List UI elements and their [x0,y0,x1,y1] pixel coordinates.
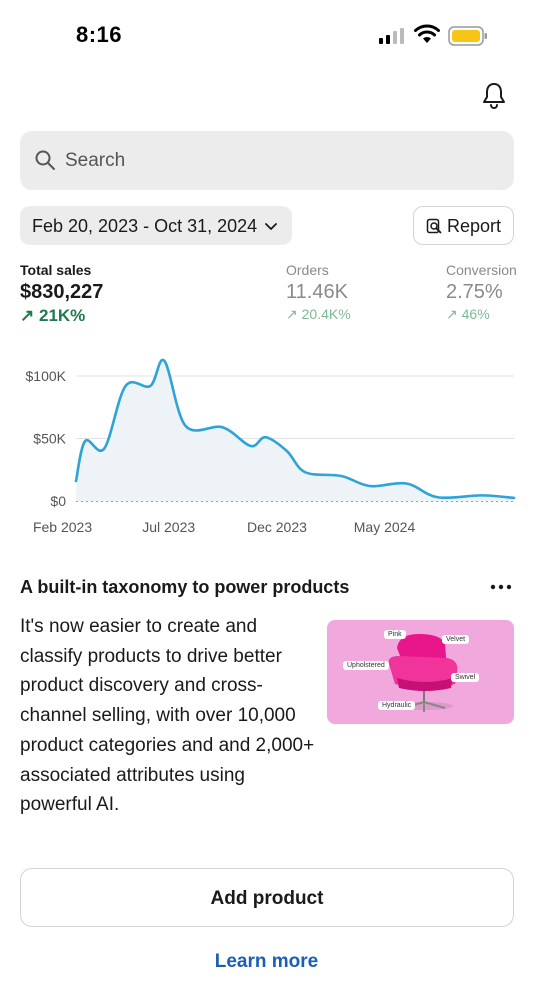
x-tick-label: Feb 2023 [33,519,92,535]
search-icon [35,150,55,170]
tag-hydraulic: Hydraulic [378,701,416,710]
metric-value: $830,227 [20,281,104,303]
tag-upholstered: Upholstered [343,661,389,670]
metric-value: 2.75% [446,281,503,303]
arrow-up-right-icon: ↗ [20,306,35,325]
metric-orders[interactable]: Orders 11.46K ↗ 20.4K% [286,262,351,323]
y-tick-label: $50K [33,431,66,447]
report-search-icon [426,218,442,234]
metric-conversion[interactable]: Conversion 2.75% ↗ 46% [446,262,517,323]
bell-icon[interactable] [480,80,508,110]
x-tick-label: Dec 2023 [247,519,307,535]
card-title: A built-in taxonomy to power products [20,577,350,597]
date-range-label: Feb 20, 2023 - Oct 31, 2024 [32,216,258,236]
promo-image: Pink Velvet Upholstered Swivel Hydraulic [327,620,514,724]
chair-illustration [388,634,458,712]
status-bar: 8:16 [0,0,533,70]
tag-velvet: Velvet [442,635,470,644]
search-placeholder: Search [65,150,126,171]
tag-pink: Pink [384,630,406,639]
wifi-icon [414,24,440,43]
metric-change: ↗ 20.4K% [286,306,351,322]
y-tick-label: $100K [26,368,67,384]
x-tick-label: May 2024 [354,519,416,535]
report-label: Report [447,216,502,236]
x-tick-label: Jul 2023 [142,519,195,535]
card-body: It's now easier to create and classify p… [20,616,315,816]
y-tick-label: $0 [50,493,66,509]
date-range-picker[interactable]: Feb 20, 2023 - Oct 31, 2024 [20,206,292,245]
arrow-up-right-icon: ↗ [446,306,458,322]
battery-icon [448,26,487,46]
metric-change: ↗ 21K% [20,306,86,325]
metric-total-sales[interactable]: Total sales $830,227 ↗ 21K% [20,262,103,326]
metric-label: Orders [286,262,329,278]
sales-line-chart[interactable]: $100K $50K $0 Feb 2023 Jul 2023 Dec 2023 May 2… [0,350,533,550]
metric-label: Conversion [446,262,517,278]
cellular-signal-icon [379,28,404,44]
add-product-label: Add product [210,888,324,909]
status-time: 8:16 [76,22,123,47]
arrow-up-right-icon: ↗ [286,306,298,322]
add-product-button[interactable]: Add product [20,868,514,927]
series-area [76,359,514,501]
learn-more-link[interactable]: Learn more [214,951,319,972]
report-button[interactable]: Report [413,206,514,245]
search-input[interactable]: Search [20,131,514,190]
more-horizontal-icon[interactable] [488,577,514,597]
metric-change: ↗ 46% [446,306,490,322]
chevron-down-icon [265,223,277,230]
metric-label: Total sales [20,262,92,278]
tag-swivel: Swivel [451,673,480,682]
series-total-sales-line [74,358,516,500]
metric-value: 11.46K [286,281,348,303]
